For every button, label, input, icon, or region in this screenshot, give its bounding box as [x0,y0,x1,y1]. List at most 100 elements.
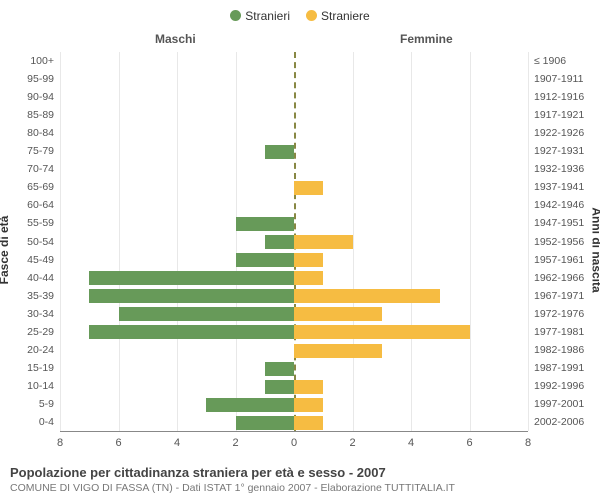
age-row [60,106,528,124]
age-row [60,396,528,414]
bar-female [294,235,353,249]
birth-year-label: 1997-2001 [534,396,584,413]
bar-female [294,398,323,412]
age-row [60,342,528,360]
age-label: 75-79 [0,143,54,160]
birth-year-label: ≤ 1906 [534,53,566,70]
bar-male [236,217,295,231]
age-label: 55-59 [0,215,54,232]
bar-female [294,325,470,339]
bar-female [294,307,382,321]
birth-year-label: 1917-1921 [534,107,584,124]
x-tick: 6 [466,437,472,449]
legend-dot [230,10,241,21]
age-row [60,287,528,305]
legend-item: Stranieri [230,8,290,23]
birth-year-label: 1987-1991 [534,360,584,377]
bar-male [206,398,294,412]
age-label: 70-74 [0,161,54,178]
column-headers: Maschi Femmine [0,32,600,48]
bar-female [294,271,323,285]
legend-dot [306,10,317,21]
y-axis-right-title: Anni di nascita [589,207,600,292]
birth-year-label: 1982-1986 [534,342,584,359]
bar-female [294,416,323,430]
birth-year-label: 1947-1951 [534,215,584,232]
x-tick: 0 [291,437,297,449]
age-label: 5-9 [0,396,54,413]
age-label: 80-84 [0,125,54,142]
x-tick: 4 [408,437,414,449]
x-tick: 2 [349,437,355,449]
age-row [60,305,528,323]
birth-year-label: 1937-1941 [534,179,584,196]
header-male: Maschi [155,32,196,46]
chart-container: StranieriStraniere Maschi Femmine Fasce … [0,0,600,500]
age-row [60,142,528,160]
birth-year-label: 1977-1981 [534,324,584,341]
bar-female [294,380,323,394]
age-label: 30-34 [0,306,54,323]
x-tick: 8 [57,437,63,449]
age-row [60,378,528,396]
birth-year-label: 1912-1916 [534,89,584,106]
birth-year-label: 1952-1956 [534,234,584,251]
bar-male [119,307,295,321]
age-label: 0-4 [0,414,54,431]
bar-male [89,325,294,339]
chart-title: Popolazione per cittadinanza straniera p… [10,465,590,480]
age-row [60,70,528,88]
header-female: Femmine [400,32,453,46]
age-label: 85-89 [0,107,54,124]
age-row [60,197,528,215]
age-row [60,251,528,269]
x-tick: 8 [525,437,531,449]
age-label: 15-19 [0,360,54,377]
age-row [60,215,528,233]
age-row [60,52,528,70]
age-row [60,233,528,251]
birth-year-label: 1992-1996 [534,378,584,395]
age-row [60,179,528,197]
birth-year-label: 1907-1911 [534,71,583,88]
birth-year-label: 1932-1936 [534,161,584,178]
age-row [60,414,528,432]
legend-item: Straniere [306,8,370,23]
age-row [60,124,528,142]
legend-label: Stranieri [245,9,290,23]
age-label: 95-99 [0,71,54,88]
legend-label: Straniere [321,9,370,23]
age-label: 90-94 [0,89,54,106]
birth-year-label: 1942-1946 [534,197,584,214]
age-row [60,88,528,106]
bar-male [236,253,295,267]
legend: Stranieri Straniere [0,8,600,23]
birth-year-label: 1927-1931 [534,143,584,160]
bar-female [294,344,382,358]
age-label: 45-49 [0,252,54,269]
age-label: 50-54 [0,234,54,251]
chart-subtitle: COMUNE DI VIGO DI FASSA (TN) - Dati ISTA… [10,482,590,494]
bar-female [294,253,323,267]
age-label: 20-24 [0,342,54,359]
age-row [60,161,528,179]
bar-male [265,362,294,376]
bar-male [89,271,294,285]
bar-male [265,235,294,249]
bar-female [294,181,323,195]
x-tick: 4 [174,437,180,449]
bar-male [89,289,294,303]
birth-year-label: 1922-1926 [534,125,584,142]
birth-year-label: 2002-2006 [534,414,584,431]
x-tick: 6 [115,437,121,449]
age-label: 40-44 [0,270,54,287]
age-label: 100+ [0,53,54,70]
x-tick: 2 [232,437,238,449]
age-row [60,269,528,287]
plot-area: 864202468 [60,52,528,432]
bar-male [236,416,295,430]
birth-year-label: 1957-1961 [534,252,584,269]
bar-male [265,145,294,159]
birth-year-label: 1967-1971 [534,288,584,305]
bar-male [265,380,294,394]
